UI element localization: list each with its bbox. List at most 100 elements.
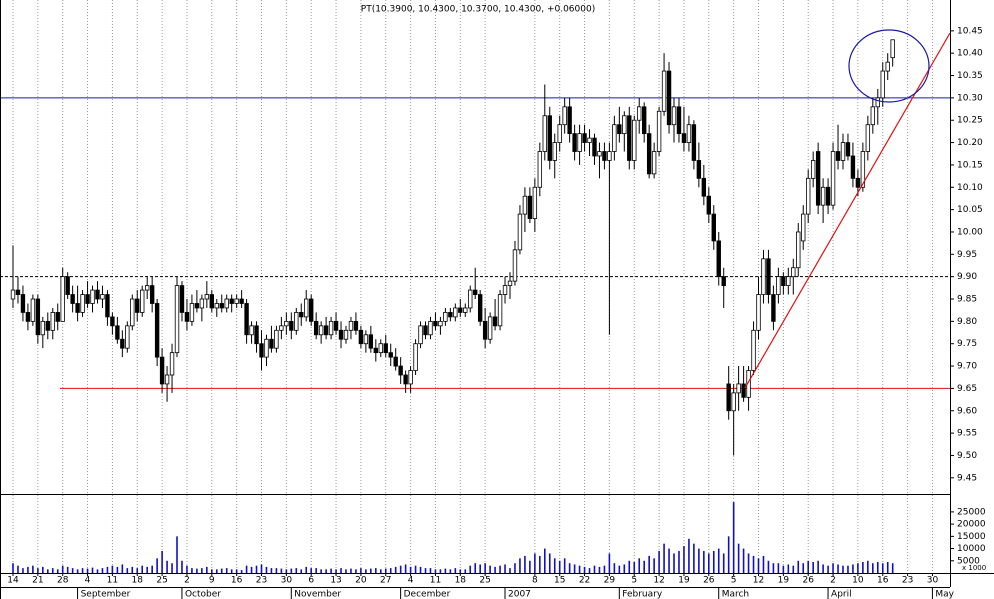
candle-body xyxy=(433,320,438,327)
candle-body xyxy=(388,352,393,358)
volume-bar xyxy=(886,562,889,573)
candle-body xyxy=(473,289,478,295)
plot xyxy=(0,39,950,573)
volume-bar xyxy=(171,563,173,573)
candle-body xyxy=(572,133,577,152)
volume-bar xyxy=(131,566,134,573)
candle-body xyxy=(612,124,617,152)
volume-bar xyxy=(27,566,29,573)
candle-body xyxy=(607,151,612,161)
candle-body xyxy=(786,276,791,287)
candle-body xyxy=(562,106,567,126)
volume-bar xyxy=(712,551,715,573)
volume-bar xyxy=(201,568,203,573)
candle-body xyxy=(681,133,687,143)
candle-body xyxy=(343,329,349,340)
volume-bar xyxy=(529,560,531,573)
candle-body xyxy=(686,124,692,143)
volume-bar xyxy=(325,569,327,573)
volume-bar xyxy=(240,570,243,573)
candle-body xyxy=(761,258,766,295)
x-tick-label: 10 xyxy=(852,576,864,586)
volume-bar xyxy=(683,546,685,573)
volume-bar xyxy=(891,563,894,573)
candle-body xyxy=(244,303,249,336)
candle-body xyxy=(428,320,433,336)
volume-bar xyxy=(603,565,606,573)
volume-bar xyxy=(737,543,740,573)
candle-body xyxy=(443,312,448,322)
candle-body xyxy=(65,276,70,295)
volume-bar xyxy=(379,569,382,573)
candle-body xyxy=(637,106,642,121)
candle-body xyxy=(552,142,557,161)
candle-body xyxy=(35,298,41,336)
volume-bar xyxy=(573,564,576,573)
volume-bar xyxy=(881,563,884,573)
volume-bar xyxy=(96,569,99,573)
volume-bar xyxy=(459,569,462,573)
volume-bar xyxy=(469,565,472,573)
volume-bar xyxy=(474,563,477,573)
candle-body xyxy=(458,307,463,313)
candle-body xyxy=(80,294,85,313)
x-tick-label: 16 xyxy=(877,576,889,586)
volume-bar xyxy=(593,565,596,573)
y2-tick-label: 25000 xyxy=(957,507,986,517)
volume-bar xyxy=(742,548,745,573)
candle-body xyxy=(40,320,46,336)
candle-body xyxy=(304,298,309,318)
candle-body xyxy=(60,276,65,322)
volume-bar xyxy=(106,566,109,573)
candle-body xyxy=(796,231,801,269)
y-tick-label: 10.45 xyxy=(957,26,983,36)
candle-body xyxy=(204,294,210,300)
volume-bar xyxy=(340,568,342,573)
candle-body xyxy=(453,307,458,318)
candle-body xyxy=(264,338,269,358)
volume-bar xyxy=(275,568,278,573)
x-tick-label: 8 xyxy=(532,576,538,586)
volume-bar xyxy=(514,563,516,573)
candle-body xyxy=(830,151,836,206)
candle-body xyxy=(890,39,895,59)
y-tick-label: 9.80 xyxy=(957,317,977,327)
month-label: December xyxy=(404,590,451,599)
candle-body xyxy=(527,195,533,219)
volume-bar xyxy=(270,568,273,573)
volume-bar xyxy=(489,565,491,573)
candle-body xyxy=(149,285,155,304)
volume-bar xyxy=(116,566,119,573)
volume-bar xyxy=(454,568,457,573)
volume-bar xyxy=(260,564,263,573)
volume-bar xyxy=(504,564,506,573)
candle-body xyxy=(756,294,761,331)
candle-body xyxy=(632,119,637,161)
candle-body xyxy=(358,329,364,345)
volume-bar xyxy=(166,560,168,573)
volume-bar xyxy=(310,568,312,573)
volume-bar xyxy=(499,565,501,573)
volume-bar xyxy=(832,563,834,573)
volume-bar xyxy=(250,566,253,573)
volume-bar xyxy=(76,569,79,573)
volume-bar xyxy=(539,555,541,573)
volume-bar xyxy=(365,569,367,573)
candle-body xyxy=(840,142,846,161)
y-tick-label: 10.15 xyxy=(957,160,983,170)
candle-body xyxy=(542,115,547,152)
x-tick-label: 19 xyxy=(678,576,690,586)
candle-body xyxy=(676,106,682,135)
candle-body xyxy=(353,320,359,331)
volume-bar xyxy=(56,569,59,573)
x-tick-label: 26 xyxy=(703,576,715,586)
volume-bar xyxy=(136,568,139,573)
candle-body xyxy=(801,213,806,242)
candle-body xyxy=(348,320,354,331)
volume-bar xyxy=(563,558,566,573)
volume-bar xyxy=(857,563,859,573)
candle-body xyxy=(602,151,607,161)
y-tick-label: 9.85 xyxy=(957,295,977,305)
volume-bar xyxy=(315,568,317,573)
candle-body xyxy=(135,298,140,313)
